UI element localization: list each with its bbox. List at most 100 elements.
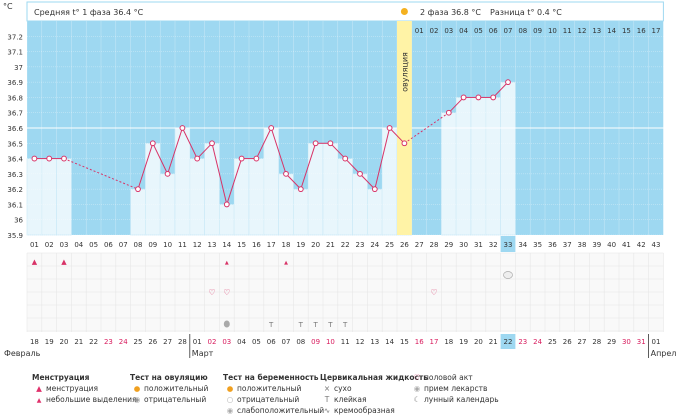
month-label: Апрель [651, 349, 677, 358]
temp-line-segment [374, 127, 391, 190]
phase2-day-label: 04 [459, 27, 468, 35]
cycle-day-label: 24 [370, 241, 379, 249]
phase2-day-label: 03 [444, 27, 453, 35]
cycle-day-label: 10 [163, 241, 172, 249]
cycle-day-label: 07 [119, 241, 128, 249]
temp-point [135, 186, 141, 193]
calendar-date-label: 10 [326, 338, 335, 346]
calendar-date-label: 26 [148, 338, 157, 346]
y-tick-label: 36.2 [7, 186, 23, 194]
circle-icon [503, 271, 513, 279]
cross-icon: × [323, 384, 331, 393]
temp-bar [293, 188, 309, 236]
circle-icon: ◉ [133, 395, 141, 404]
cycle-day-label: 02 [45, 241, 54, 249]
temp-difference: Разница t° 0.4 °C [490, 8, 562, 17]
temp-bar [189, 158, 205, 236]
cycle-day-label: 27 [415, 241, 424, 249]
legend-item: клейкая [334, 395, 367, 404]
cycle-day-label: 38 [578, 241, 587, 249]
phase2-day-label: 11 [563, 27, 572, 35]
cycle-day-label: 29 [444, 241, 453, 249]
y-tick-label: 37.2 [7, 33, 23, 41]
calendar-date-label: 30 [622, 338, 631, 346]
calendar-date-label: 09 [311, 338, 320, 346]
calendar-date-label: 28 [178, 338, 187, 346]
cycle-day-label: 01 [30, 241, 39, 249]
calendar-date-label: 28 [592, 338, 601, 346]
legend-item: сухо [334, 384, 352, 393]
cycle-day-label: 39 [592, 241, 601, 249]
legend-item: положительный [237, 384, 302, 393]
calendar-date-label: 20 [474, 338, 483, 346]
temp-bar [455, 97, 472, 236]
legend-menstruation: Менструация ▲ менструация ▲ небольшие выде… [32, 372, 137, 406]
legend-item: половой акт [424, 373, 473, 382]
legend-item: кремообразная [334, 406, 395, 415]
temp-point [312, 140, 319, 147]
circle-icon: ○ [226, 395, 234, 404]
phase2-day-label: 15 [622, 27, 631, 35]
circle-icon: ◉ [226, 406, 234, 415]
cycle-day-label: 21 [326, 241, 335, 249]
temp-line-segment [137, 143, 154, 190]
temp-line-segment [226, 158, 243, 205]
calendar-date-label: 23 [104, 338, 113, 346]
calendar-date-label: 19 [459, 338, 468, 346]
pill-icon [223, 320, 230, 328]
legend-item: менструация [46, 384, 98, 393]
temp-point [149, 140, 156, 147]
legend-title: Тест на овуляцию [130, 373, 208, 382]
temp-point [357, 170, 363, 177]
phase2-day-label: 02 [430, 27, 439, 35]
heart-icon: ♡ [208, 288, 215, 297]
phase2-day-label: 13 [592, 27, 601, 35]
temp-line-segment [285, 173, 302, 190]
temp-point [209, 140, 215, 147]
legend-item: отрицательный [237, 395, 300, 404]
cycle-day-label: 04 [74, 241, 83, 249]
cycle-day-label: 28 [430, 241, 439, 249]
phase1-summary: Средняя t° 1 фаза 36.4 °C [34, 8, 144, 17]
temp-bar [56, 158, 72, 236]
calendar-date-label: 15 [400, 338, 409, 346]
t-icon: T [268, 321, 274, 329]
y-tick-label: 36 [14, 217, 23, 225]
t-icon: T [324, 395, 330, 404]
bbt-chart: Средняя t° 1 фаза 36.4 °C 2 фаза 36.8 °C Р… [3, 1, 677, 358]
calendar-date-label: 25 [548, 338, 557, 346]
temp-bar [248, 158, 265, 236]
drop-icon: ▲ [36, 384, 42, 393]
legend-item: положительный [144, 384, 209, 393]
y-tick-label: 35.9 [7, 232, 23, 240]
legend-item: слабоположительный [237, 406, 325, 415]
calendar-date-label: 25 [134, 338, 143, 346]
temp-bar [367, 188, 383, 236]
temp-point [327, 140, 334, 147]
temp-point [490, 94, 497, 101]
legend-item: прием лекарств [424, 384, 488, 393]
heart-icon: ♡ [413, 373, 421, 382]
temp-line-segment [255, 127, 272, 159]
cycle-day-label: 22 [341, 241, 350, 249]
calendar-date-label: 03 [222, 338, 231, 346]
ovulation-label: овуляция [400, 52, 409, 92]
temp-point [179, 125, 186, 131]
cycle-day-label: 12 [193, 241, 202, 249]
temp-point [46, 155, 53, 162]
calendar-date-label: 14 [385, 338, 394, 346]
calendar-date-label: 12 [356, 338, 365, 346]
calendar-date-label: 29 [607, 338, 616, 346]
today-marker [500, 334, 516, 349]
temp-line-segment [181, 127, 198, 159]
temp-line-segment [359, 173, 376, 190]
cycle-day-label: 08 [134, 241, 143, 249]
temp-bar [130, 188, 146, 236]
legend-item: лунный календарь [424, 395, 499, 404]
phase2-day-label: 10 [548, 27, 557, 35]
temp-point [164, 170, 171, 177]
temp-point [371, 186, 378, 193]
t-icon: T [342, 321, 348, 329]
legend-title: Менструация [32, 373, 90, 382]
phase2-day-label: 05 [474, 27, 483, 35]
